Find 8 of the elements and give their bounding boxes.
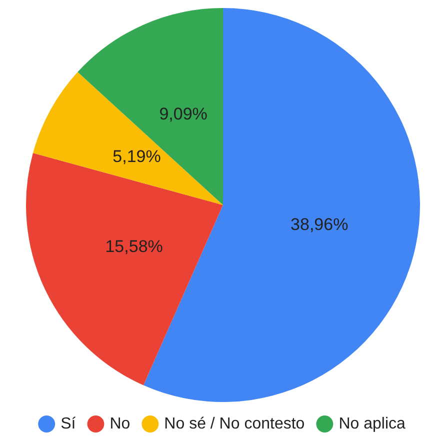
data-label: 5,19% <box>112 147 161 166</box>
data-label: 9,09% <box>159 104 208 124</box>
legend-label: No sé / No contesto <box>164 415 305 432</box>
data-label: 38,96% <box>290 215 348 234</box>
data-label: 15,58% <box>105 237 163 256</box>
legend-label: No aplica <box>338 415 406 432</box>
legend-label: No <box>110 415 130 432</box>
legend-label: Sí <box>60 415 76 432</box>
